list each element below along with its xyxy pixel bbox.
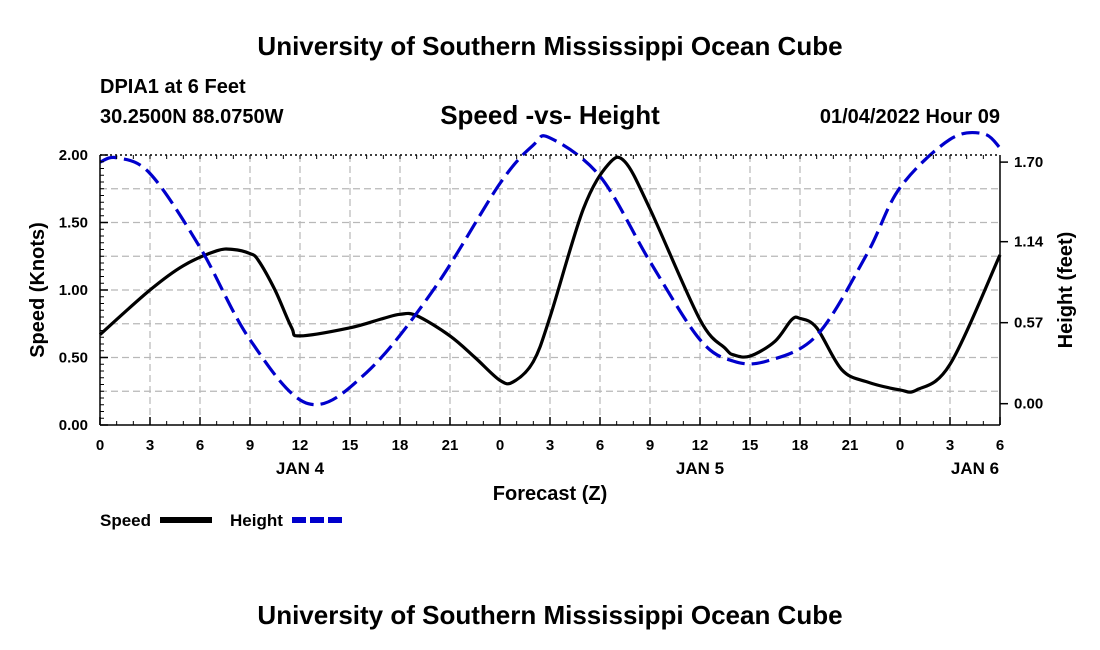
- date-label: JAN 6: [951, 459, 999, 478]
- x-tick-label: 0: [496, 437, 504, 454]
- x-tick-label: 12: [692, 437, 709, 454]
- series-line-height: [99, 130, 1002, 407]
- x-tick-label: 12: [292, 437, 309, 454]
- station-label: DPIA1 at 6 Feet: [100, 76, 246, 98]
- x-tick-label: 0: [896, 437, 904, 454]
- y-tick-label: 1.00: [59, 282, 88, 299]
- y-tick-label: 2.00: [59, 147, 88, 164]
- x-tick-label: 9: [646, 437, 654, 454]
- footer-title: University of Southern Mississippi Ocean…: [257, 600, 843, 630]
- date-label: JAN 5: [676, 459, 724, 478]
- x-tick-label: 6: [196, 437, 204, 454]
- run-timestamp: 01/04/2022 Hour 09: [819, 106, 1000, 128]
- legend-speed-label: Speed: [100, 511, 151, 530]
- legend-height-label: Height: [230, 511, 283, 530]
- x-tick-label: 3: [546, 437, 554, 454]
- y2-axis-title: Height (feet): [1055, 232, 1077, 349]
- speed-height-chart: 0 3 6 9 12 15 18 21 0 3 6 9 12 15 18 21 0 3 6 JAN 4 JAN 5 JAN…: [27, 130, 1077, 530]
- x-axis-title: Forecast (Z): [493, 483, 607, 505]
- x-tick-label: 18: [792, 437, 809, 454]
- y2-tick-label: 1.70: [1014, 154, 1043, 171]
- y-tick-label: 1.50: [59, 215, 88, 232]
- date-label: JAN 4: [276, 459, 325, 478]
- x-tick-label: 21: [442, 437, 459, 454]
- x-tick-label: 15: [742, 437, 759, 454]
- y-tick-label: 0.50: [59, 350, 88, 367]
- x-tick-label: 6: [996, 437, 1004, 454]
- x-tick-label: 3: [146, 437, 154, 454]
- x-tick-label: 3: [946, 437, 954, 454]
- x-tick-label: 21: [842, 437, 859, 454]
- x-tick-label: 9: [246, 437, 254, 454]
- grid-layer: [100, 155, 1000, 425]
- x-tick-label: 15: [342, 437, 359, 454]
- y-tick-label: 0.00: [59, 417, 88, 434]
- x-tick-label: 18: [392, 437, 409, 454]
- series-line-speed: [98, 155, 1002, 394]
- y2-tick-label: 1.14: [1014, 234, 1044, 251]
- station-coordinates: 30.2500N 88.0750W: [100, 106, 284, 128]
- chart-subtitle: Speed -vs- Height: [440, 100, 660, 130]
- y2-tick-label: 0.57: [1014, 315, 1043, 332]
- legend: Speed Height: [100, 511, 342, 530]
- series-layer: [98, 130, 1002, 407]
- y-axis-title: Speed (Knots): [27, 222, 49, 358]
- x-tick-label: 6: [596, 437, 604, 454]
- axes-layer: 0 3 6 9 12 15 18 21 0 3 6 9 12 15 18 21 0 3 6 JAN 4 JAN 5 JAN…: [59, 147, 1044, 478]
- y2-tick-label: 0.00: [1014, 396, 1043, 413]
- x-tick-label: 0: [96, 437, 104, 454]
- page-title: University of Southern Mississippi Ocean…: [257, 31, 843, 61]
